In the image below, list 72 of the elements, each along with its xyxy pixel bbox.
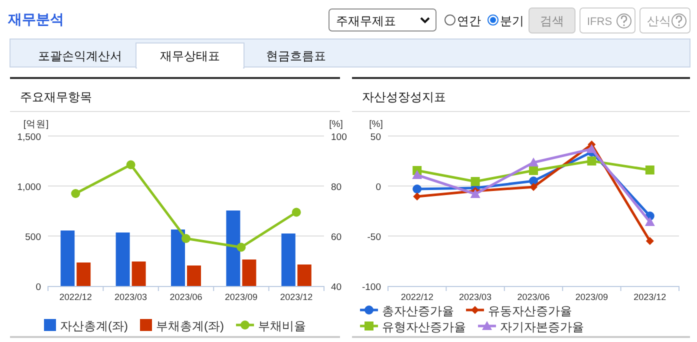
point <box>528 158 538 166</box>
x-tick-label: 2023/06 <box>517 292 550 302</box>
text: 산식 <box>647 14 671 28</box>
x-tick-label: 2023/03 <box>114 292 148 302</box>
x-tick-label: 2022/12 <box>59 292 92 302</box>
bar <box>297 264 312 286</box>
point <box>470 177 480 186</box>
x-tick-label: 2023/12 <box>280 292 313 302</box>
point <box>587 156 596 166</box>
x-tick-label: 2023/12 <box>634 292 666 302</box>
chart-title: 자산성장성지표 <box>362 90 446 104</box>
legend-label: 총자산증가율 <box>382 304 454 318</box>
legend-label: 유형자산증가율 <box>382 320 466 334</box>
y-tick-label: 50 <box>370 132 381 143</box>
text: 재무상태표 <box>160 49 220 63</box>
bar <box>171 230 185 286</box>
point <box>529 166 538 175</box>
bar <box>242 260 256 286</box>
point <box>586 144 597 153</box>
text: 주재무제표 <box>336 14 396 28</box>
point <box>126 160 136 170</box>
point <box>530 183 538 191</box>
text: 포괄손익계산서 <box>38 49 122 63</box>
point <box>644 217 655 226</box>
y-tick-label: 1,000 <box>17 182 41 193</box>
legend-label: 자산총계(좌) <box>60 319 128 333</box>
point <box>236 242 246 252</box>
legend-label: 자기자본증가율 <box>500 320 584 334</box>
legend-label: 유동자산증가율 <box>488 304 572 318</box>
y-axis-title: [억원] <box>23 119 49 130</box>
y-tick-label: 0 <box>36 282 41 293</box>
point <box>413 192 422 200</box>
bar <box>187 266 201 286</box>
x-tick-label: 2023/09 <box>575 292 608 302</box>
y-tick-label: 500 <box>25 232 41 243</box>
point <box>470 189 480 198</box>
y-axis-title: [%] <box>369 119 383 130</box>
bar <box>281 234 296 286</box>
chart-title: 주요재무항목 <box>20 90 92 104</box>
point <box>646 237 654 245</box>
text: 현금흐름표 <box>266 49 326 63</box>
x-tick-label: 2022/12 <box>400 292 434 302</box>
bar <box>60 230 75 286</box>
y2-tick-label: 100 <box>331 132 347 143</box>
text: 연간 <box>457 14 481 28</box>
bar <box>76 262 91 286</box>
text: IFRS <box>587 16 612 28</box>
y2-tick-label: 80 <box>331 182 342 193</box>
bar <box>226 210 240 286</box>
point <box>292 208 301 217</box>
text: 분기 <box>500 14 524 28</box>
y2-axis-title: [%] <box>329 119 343 130</box>
bar <box>116 232 130 286</box>
point <box>71 189 80 198</box>
x-tick-label: 2023/03 <box>459 292 492 302</box>
y-tick-label: 0 <box>376 182 381 193</box>
point <box>182 234 190 243</box>
legend-label: 부채비율 <box>258 319 306 333</box>
x-tick-label: 2023/09 <box>224 292 258 302</box>
y2-tick-label: 60 <box>331 232 342 243</box>
point <box>412 170 422 179</box>
bar <box>132 262 146 286</box>
legend-label: 부채총계(좌) <box>156 319 224 333</box>
point <box>645 166 654 174</box>
x-tick-label: 2023/06 <box>170 292 202 302</box>
y2-tick-label: 40 <box>331 282 342 293</box>
y-tick-label: -100 <box>362 282 381 293</box>
text: 검색 <box>540 14 564 28</box>
text: 재무분석 <box>7 11 64 27</box>
y-tick-label: -50 <box>367 232 381 243</box>
point <box>412 184 422 194</box>
y-tick-label: 1,500 <box>17 132 41 143</box>
